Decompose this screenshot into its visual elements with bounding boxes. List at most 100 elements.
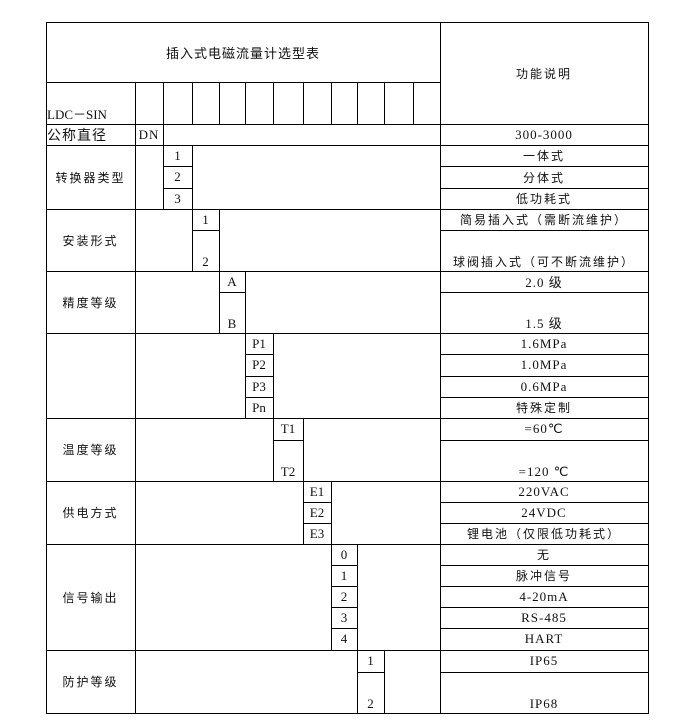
table-rule bbox=[357, 650, 358, 714]
option-desc-temperature: =60℃ bbox=[524, 421, 564, 436]
table-rule bbox=[245, 82, 246, 125]
table-rule bbox=[163, 166, 193, 167]
table-rule bbox=[192, 145, 193, 210]
table-rule bbox=[303, 502, 332, 503]
table-rule bbox=[46, 82, 441, 83]
table-rule bbox=[440, 22, 441, 714]
table-rule bbox=[331, 565, 358, 566]
table-rule bbox=[440, 565, 649, 566]
table-rule bbox=[46, 481, 649, 482]
option-desc-pressure: 特殊定制 bbox=[515, 401, 572, 415]
header-function-description: 功能说明 bbox=[515, 66, 572, 81]
group-label-install: 安装形式 bbox=[62, 233, 119, 248]
option-code-signal: 2 bbox=[340, 588, 348, 604]
option-code-converter: 1 bbox=[174, 147, 181, 163]
option-code-converter: 2 bbox=[174, 169, 181, 184]
option-desc-temperature: =120 ℃ bbox=[518, 464, 570, 479]
table-rule bbox=[440, 166, 649, 167]
option-desc-converter: 低功耗式 bbox=[515, 192, 572, 206]
table-rule bbox=[219, 271, 220, 334]
table-rule bbox=[357, 544, 358, 651]
option-desc-signal: 脉冲信号 bbox=[515, 569, 572, 583]
option-code-pressure: P3 bbox=[252, 378, 266, 394]
option-code-pressure: Pn bbox=[252, 399, 266, 415]
table-rule bbox=[331, 481, 332, 545]
table-rule bbox=[219, 209, 220, 272]
option-desc-signal: 4-20mA bbox=[519, 588, 569, 604]
option-desc-precision: 2.0 级 bbox=[525, 275, 563, 290]
table-rule bbox=[46, 22, 649, 23]
option-desc-power: 220VAC bbox=[518, 483, 570, 499]
option-desc-converter: 一体式 bbox=[522, 149, 565, 163]
option-code-protection: 1 bbox=[367, 653, 374, 668]
table-rule bbox=[440, 440, 649, 441]
option-code-power: E2 bbox=[309, 504, 325, 520]
table-rule bbox=[440, 502, 649, 503]
option-code-pressure: P1 bbox=[252, 335, 266, 351]
table-title: 插入式电磁流量计选型表 bbox=[165, 46, 320, 62]
table-rule bbox=[46, 271, 649, 272]
group-label-power: 供电方式 bbox=[62, 506, 119, 520]
option-desc-protection: IP65 bbox=[529, 653, 559, 668]
table-rule bbox=[273, 418, 274, 482]
table-rule bbox=[46, 650, 649, 651]
table-rule bbox=[192, 230, 220, 231]
table-rule bbox=[273, 82, 274, 125]
table-rule bbox=[303, 418, 304, 482]
table-rule bbox=[46, 544, 649, 545]
table-rule bbox=[303, 481, 304, 545]
table-rule bbox=[135, 124, 136, 714]
table-rule bbox=[245, 397, 274, 398]
option-code-signal: 0 bbox=[340, 546, 348, 562]
table-rule bbox=[46, 333, 649, 334]
table-rule bbox=[135, 82, 136, 125]
option-desc-signal: RS-485 bbox=[521, 609, 567, 625]
option-desc-protection: IP68 bbox=[529, 696, 559, 711]
group-label-signal: 信号输出 bbox=[62, 590, 119, 605]
option-desc-converter: 分体式 bbox=[522, 170, 565, 185]
table-rule bbox=[273, 440, 304, 441]
option-code-signal: 1 bbox=[340, 567, 348, 583]
group-label-protection: 防护等级 bbox=[62, 675, 119, 689]
option-desc-install: 简易插入式（需断流维护） bbox=[459, 213, 628, 227]
table-rule bbox=[303, 523, 332, 524]
table-rule bbox=[331, 607, 358, 608]
table-rule bbox=[303, 82, 304, 125]
table-rule bbox=[440, 230, 649, 231]
model-code: LDC－SIN bbox=[47, 107, 107, 122]
table-rule bbox=[46, 209, 649, 210]
option-code-install: 1 bbox=[202, 211, 209, 227]
table-rule bbox=[440, 397, 649, 398]
table-rule bbox=[245, 271, 246, 334]
option-code-precision: B bbox=[227, 316, 237, 331]
group-label-precision: 精度等级 bbox=[62, 295, 119, 310]
table-rule bbox=[440, 354, 649, 355]
option-code-power: E3 bbox=[309, 525, 325, 541]
option-code-temperature: T1 bbox=[280, 421, 296, 436]
table-rule bbox=[331, 544, 332, 651]
nominal-diameter-label: 公称直径 bbox=[47, 127, 107, 144]
table-rule bbox=[192, 82, 193, 125]
option-desc-power: 锂电池（仅限低功耗式） bbox=[466, 527, 621, 541]
table-rule bbox=[440, 628, 649, 629]
table-rule bbox=[440, 523, 649, 524]
table-rule bbox=[440, 586, 649, 587]
group-label-temperature: 温度等级 bbox=[62, 443, 119, 457]
table-rule bbox=[163, 82, 164, 125]
option-desc-signal: 无 bbox=[536, 548, 551, 562]
nominal-diameter-code: DN bbox=[138, 126, 160, 142]
table-rule bbox=[46, 22, 47, 714]
table-rule bbox=[192, 209, 193, 272]
option-code-converter: 3 bbox=[174, 190, 181, 206]
table-rule bbox=[245, 354, 274, 355]
option-code-install: 2 bbox=[202, 254, 209, 269]
table-rule bbox=[245, 376, 274, 377]
table-rule bbox=[163, 145, 164, 210]
table-rule bbox=[46, 713, 649, 714]
table-rule bbox=[331, 628, 358, 629]
table-rule bbox=[357, 82, 358, 125]
table-rule bbox=[46, 418, 649, 419]
table-rule bbox=[331, 586, 358, 587]
option-code-temperature: T2 bbox=[280, 464, 296, 479]
option-desc-power: 24VDC bbox=[521, 504, 567, 520]
